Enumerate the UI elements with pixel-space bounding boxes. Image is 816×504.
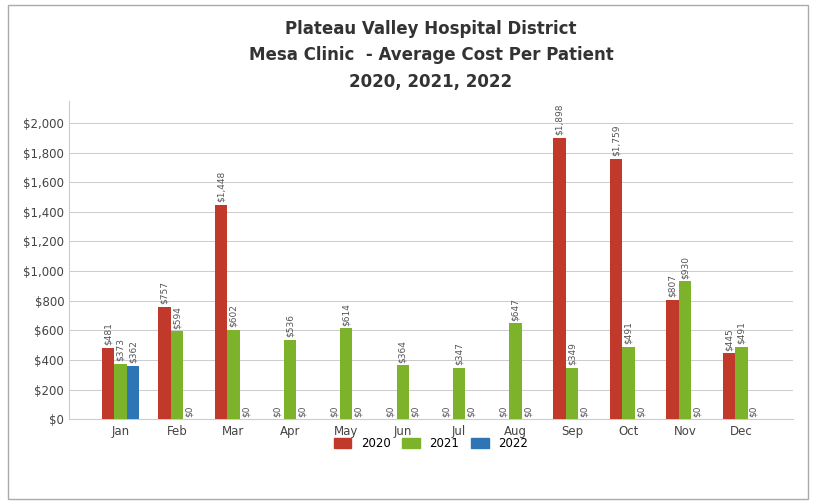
Bar bbox=[679, 281, 691, 419]
Text: $536: $536 bbox=[286, 314, 295, 337]
Bar bbox=[158, 307, 171, 419]
Bar bbox=[623, 347, 635, 419]
Text: $647: $647 bbox=[511, 298, 520, 321]
Bar bbox=[666, 300, 679, 419]
Bar bbox=[553, 138, 565, 419]
Text: $0: $0 bbox=[185, 405, 194, 417]
Legend: 2020, 2021, 2022: 2020, 2021, 2022 bbox=[329, 432, 533, 455]
Bar bbox=[114, 364, 126, 419]
Text: $930: $930 bbox=[681, 256, 690, 279]
Text: $0: $0 bbox=[386, 405, 395, 417]
Bar bbox=[171, 331, 183, 419]
Text: $594: $594 bbox=[172, 306, 181, 329]
Bar bbox=[735, 347, 747, 419]
Text: $602: $602 bbox=[229, 304, 238, 328]
Text: $0: $0 bbox=[749, 405, 758, 417]
Text: $614: $614 bbox=[342, 303, 351, 326]
Bar bbox=[227, 330, 240, 419]
Bar bbox=[126, 365, 140, 419]
Text: $491: $491 bbox=[737, 321, 746, 344]
Text: $347: $347 bbox=[455, 342, 463, 365]
Text: $0: $0 bbox=[524, 405, 533, 417]
Bar bbox=[215, 205, 227, 419]
Text: $0: $0 bbox=[442, 405, 451, 417]
Text: $0: $0 bbox=[242, 405, 251, 417]
Text: $1,448: $1,448 bbox=[216, 171, 225, 202]
Text: $0: $0 bbox=[467, 405, 476, 417]
Text: $362: $362 bbox=[128, 340, 137, 363]
Text: $0: $0 bbox=[298, 405, 307, 417]
Text: $0: $0 bbox=[273, 405, 282, 417]
Text: $491: $491 bbox=[624, 321, 633, 344]
Bar bbox=[453, 368, 465, 419]
Bar bbox=[284, 340, 296, 419]
Text: $807: $807 bbox=[668, 274, 677, 297]
Bar bbox=[565, 367, 579, 419]
Text: $0: $0 bbox=[410, 405, 419, 417]
Text: $0: $0 bbox=[330, 405, 339, 417]
Text: $0: $0 bbox=[499, 405, 508, 417]
Bar bbox=[340, 328, 353, 419]
Bar bbox=[397, 365, 409, 419]
Text: $757: $757 bbox=[160, 281, 169, 304]
Text: $481: $481 bbox=[104, 323, 113, 345]
Bar bbox=[509, 324, 521, 419]
Text: $364: $364 bbox=[398, 340, 407, 363]
Text: $373: $373 bbox=[116, 338, 125, 361]
Text: $1,759: $1,759 bbox=[611, 124, 620, 156]
Text: $0: $0 bbox=[693, 405, 702, 417]
Text: $445: $445 bbox=[725, 328, 734, 351]
Text: $1,898: $1,898 bbox=[555, 104, 564, 136]
Bar bbox=[723, 353, 735, 419]
Text: $0: $0 bbox=[580, 405, 589, 417]
Text: $0: $0 bbox=[354, 405, 363, 417]
Bar bbox=[610, 159, 623, 419]
Title: Plateau Valley Hospital District
Mesa Clinic  - Average Cost Per Patient
2020, 2: Plateau Valley Hospital District Mesa Cl… bbox=[249, 20, 614, 91]
Bar bbox=[102, 348, 114, 419]
Text: $349: $349 bbox=[567, 342, 577, 365]
Text: $0: $0 bbox=[636, 405, 645, 417]
